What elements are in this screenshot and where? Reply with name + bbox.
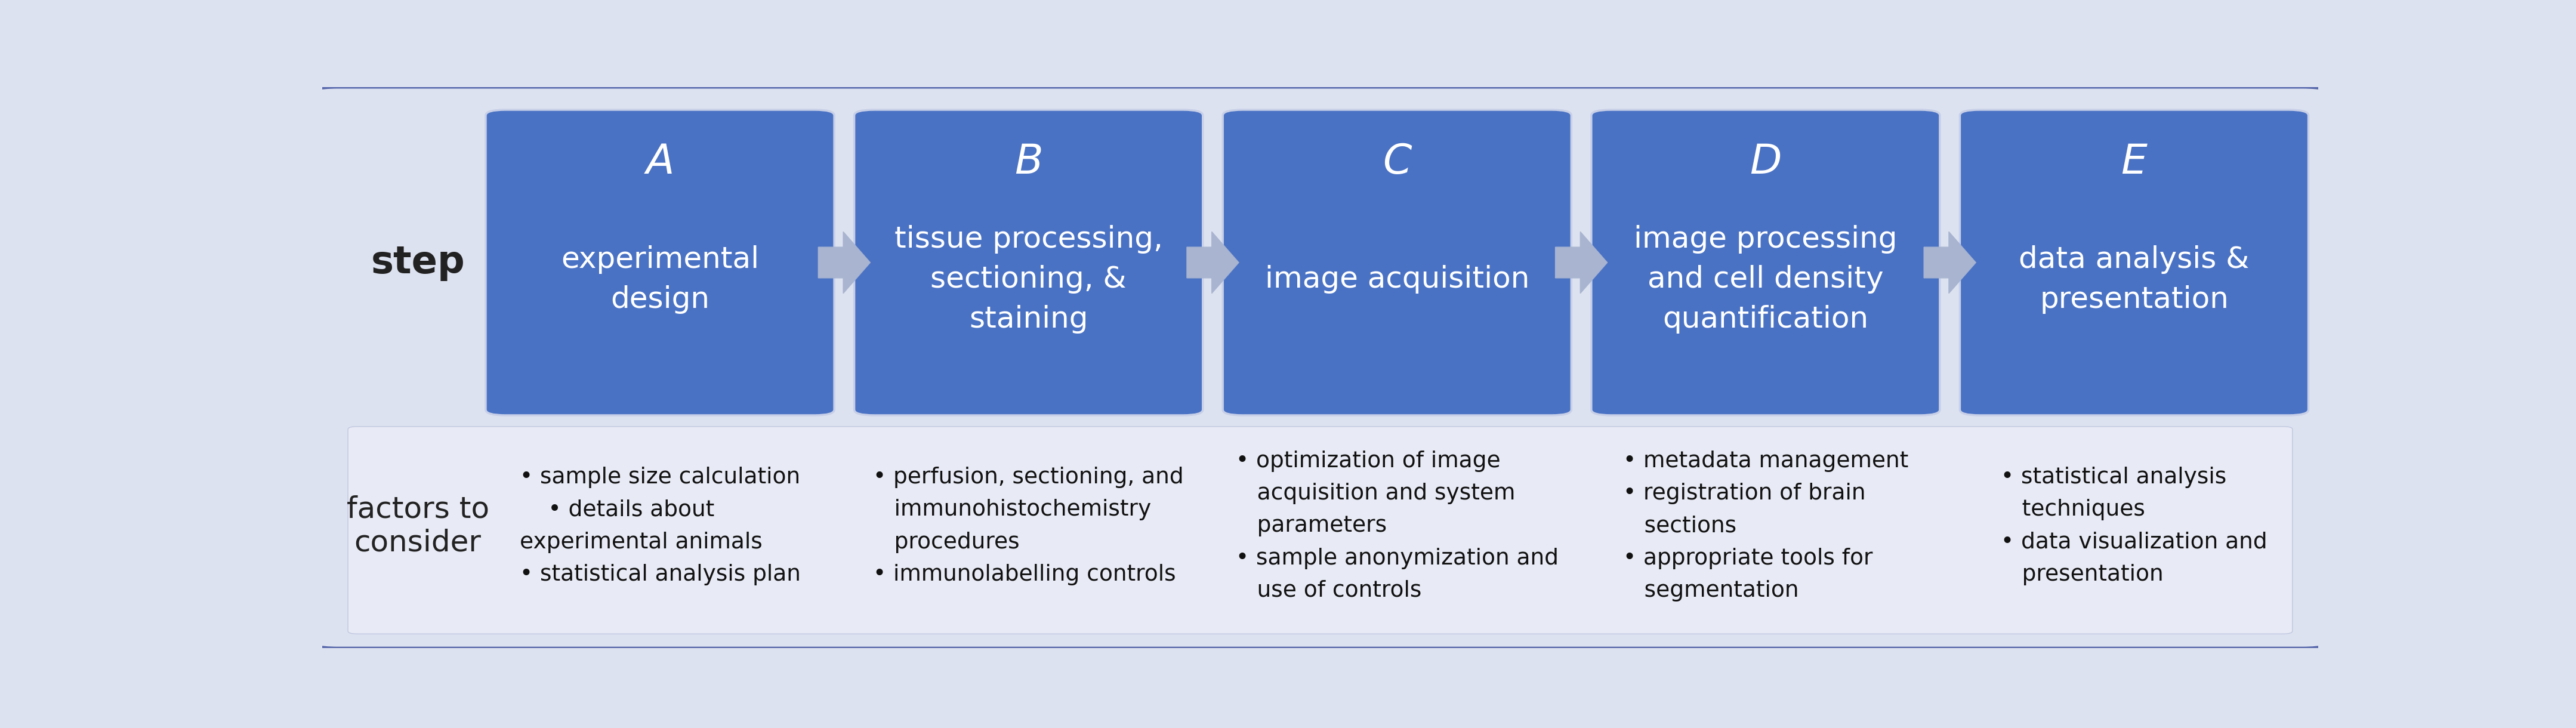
Text: factors to
consider: factors to consider xyxy=(348,495,489,557)
FancyBboxPatch shape xyxy=(487,110,835,415)
Text: • sample size calculation
    • details about
experimental animals
• statistical: • sample size calculation • details abou… xyxy=(520,467,801,585)
FancyBboxPatch shape xyxy=(1224,110,1571,415)
Text: A: A xyxy=(647,142,675,182)
FancyBboxPatch shape xyxy=(1960,110,2308,415)
Text: • perfusion, sectioning, and
   immunohistochemistry
   procedures
• immunolabel: • perfusion, sectioning, and immunohisto… xyxy=(873,467,1185,585)
FancyArrow shape xyxy=(1556,232,1607,293)
FancyBboxPatch shape xyxy=(855,110,1203,415)
FancyArrow shape xyxy=(819,232,871,293)
Text: image acquisition: image acquisition xyxy=(1265,265,1530,293)
Text: tissue processing,
sectioning, &
staining: tissue processing, sectioning, & stainin… xyxy=(894,225,1162,333)
Text: data analysis &
presentation: data analysis & presentation xyxy=(2020,245,2249,314)
Text: • statistical analysis
   techniques
• data visualization and
   presentation: • statistical analysis techniques • data… xyxy=(2002,467,2267,585)
Text: E: E xyxy=(2120,142,2148,182)
Text: • optimization of image
   acquisition and system
   parameters
• sample anonymi: • optimization of image acquisition and … xyxy=(1236,451,1558,601)
FancyBboxPatch shape xyxy=(348,427,2293,634)
Text: experimental
design: experimental design xyxy=(562,245,760,314)
FancyArrow shape xyxy=(1924,232,1976,293)
Text: C: C xyxy=(1383,142,1412,182)
Text: image processing
and cell density
quantification: image processing and cell density quanti… xyxy=(1633,225,1899,333)
Text: step: step xyxy=(371,244,464,281)
FancyBboxPatch shape xyxy=(1592,110,1940,415)
Text: • metadata management
• registration of brain
   sections
• appropriate tools fo: • metadata management • registration of … xyxy=(1623,451,1909,601)
Text: D: D xyxy=(1749,142,1783,182)
FancyArrow shape xyxy=(1188,232,1239,293)
Text: B: B xyxy=(1015,142,1043,182)
FancyBboxPatch shape xyxy=(309,87,2331,648)
